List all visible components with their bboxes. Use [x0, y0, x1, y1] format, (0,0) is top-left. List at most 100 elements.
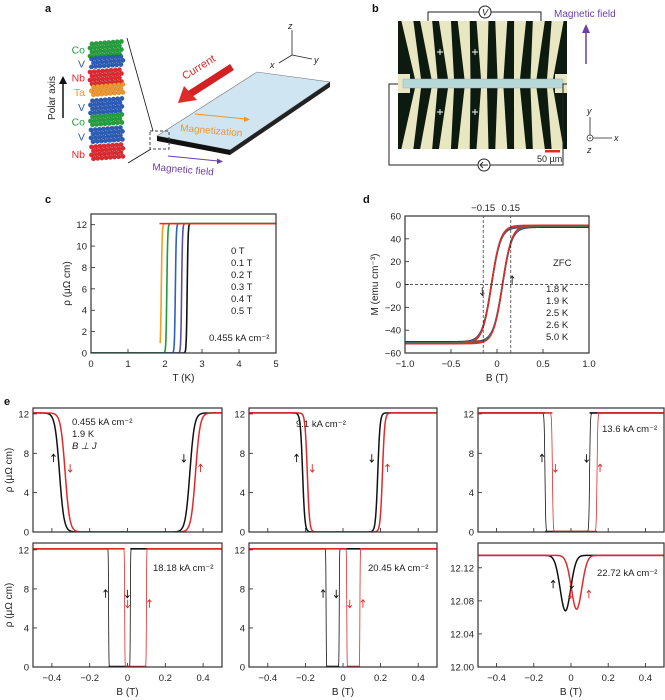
x-axis-label: B (T): [116, 687, 138, 698]
sample-bar: [402, 78, 564, 89]
y-axis-label: ρ (μΩ cm): [4, 448, 15, 492]
x-tick-label: 0: [88, 359, 93, 370]
axis-y-label: y: [313, 55, 319, 65]
electrode-lead: [514, 21, 527, 79]
magnetic-field-label: Magnetic field: [152, 162, 214, 178]
series-up-sweep: [249, 412, 437, 532]
sweep-arrow-icon: [51, 453, 56, 463]
y-tick-label: 0: [240, 663, 245, 674]
atom: [107, 154, 113, 160]
voltmeter-icon: [478, 5, 492, 19]
atom: [116, 75, 122, 81]
panel-annotation: 9.1 kA cm⁻²: [296, 419, 346, 430]
atom: [111, 137, 117, 143]
x-tick-label: −0.2: [80, 673, 99, 684]
atom: [93, 64, 99, 69]
x-axis-label: B (T): [486, 373, 508, 384]
layer-label-ta: Ta: [74, 87, 85, 99]
atom: [98, 121, 104, 127]
y-tick-label: 12: [18, 409, 29, 420]
y-tick-label: 4: [24, 488, 29, 499]
y-tick-label: 8: [24, 449, 29, 460]
sweep-arrow-icon: [347, 599, 353, 609]
alignment-mark: [437, 49, 443, 55]
zoom-line: [126, 37, 154, 132]
sweep-arrow-icon: [124, 589, 130, 599]
x-tick-label: −0.2: [524, 673, 543, 684]
electrode-lead: [420, 21, 438, 79]
electrode-lead: [438, 21, 454, 79]
x-tick-label: 0: [125, 673, 130, 684]
sweep-arrow-icon: [385, 463, 390, 473]
axis-z-label: z: [586, 145, 592, 155]
alignment-mark: [437, 109, 443, 115]
atom: [90, 122, 95, 128]
y-tick-label: 60: [390, 212, 401, 223]
sweep-arrow-icon: [294, 453, 299, 463]
sample-slab-side: [157, 136, 230, 155]
layer-label-v: V: [78, 102, 85, 114]
x-tick-label: 0.2: [374, 673, 387, 684]
electrode-lead: [476, 88, 489, 149]
atom: [119, 136, 125, 142]
magnetic-field-label: Magnetic field: [554, 9, 616, 20]
atom: [90, 139, 96, 145]
scale-bar: [545, 150, 560, 153]
atom: [117, 108, 123, 114]
current-wire: [388, 83, 567, 166]
y-tick-label: 0: [24, 528, 29, 539]
panel-label-b: b: [372, 3, 379, 15]
y-axis-label: M (emu cm⁻³): [370, 254, 381, 316]
x-tick-label: −0.2: [296, 673, 315, 684]
atom: [94, 122, 100, 127]
x-tick-label: 3: [199, 359, 204, 370]
coordinate-axes: [278, 30, 313, 64]
plot-frame: [404, 215, 590, 354]
plot-frame: [477, 542, 665, 668]
y-axis-label: ρ (μΩ cm): [62, 261, 73, 305]
electrode-lead: [457, 21, 471, 79]
x-tick-label: 5: [273, 359, 278, 370]
atom: [107, 137, 113, 143]
y-tick-label: 0: [240, 528, 245, 539]
panel-label-e: e: [4, 396, 10, 408]
sweep-arrow-icon: [550, 579, 556, 589]
atom: [117, 133, 123, 139]
y-tick-label: −40: [385, 326, 401, 337]
series-down-branch: [405, 224, 589, 345]
series-up-sweep: [33, 412, 222, 532]
axis-x-label: x: [269, 60, 275, 70]
atomic-layer-stack: Co V Nb Ta V Co V Nb: [72, 39, 126, 162]
marker-label: 0.15: [502, 203, 521, 214]
x-tick-label: −0.4: [258, 673, 277, 684]
layer-label-co: Co: [72, 117, 86, 129]
sweep-arrow-icon: [181, 454, 187, 463]
sample-slab-top: [156, 71, 331, 151]
panel-annotation: 13.6 kA cm⁻²: [602, 424, 657, 435]
atom: [110, 62, 115, 68]
legend-entry: 2.6 K: [546, 320, 569, 331]
sweep-arrow-icon: [125, 599, 131, 609]
panel-label-c: c: [45, 194, 51, 206]
y-tick-label: 12: [18, 545, 29, 556]
axis-z-label: z: [287, 21, 293, 31]
legend-entry: 0.4 T: [231, 294, 253, 305]
legend-title: ZFC: [553, 258, 572, 269]
y-tick-label: 4: [82, 306, 87, 317]
x-tick-label: 2: [162, 359, 167, 370]
electrode-lead: [476, 21, 489, 79]
panel-label-d: d: [363, 194, 370, 206]
electrode-lead: [547, 21, 564, 79]
x-tick-label: 0: [568, 673, 573, 684]
chart-e1: 0 4 8 12 ρ (μΩ cm) 0.455 kA cm⁻²1.9 KB ⊥ J: [4, 407, 223, 539]
current-density-annotation: 0.455 kA cm⁻²: [209, 333, 269, 344]
scale-bar-label: 50 µm: [537, 154, 562, 164]
electrode-lead: [420, 88, 438, 149]
sweep-arrow-icon: [67, 464, 73, 473]
sweep-down-arrow-icon: [479, 287, 485, 297]
x-tick-label: 0.4: [412, 673, 425, 684]
atom: [112, 90, 117, 96]
current-arrowhead: [178, 86, 197, 103]
atom: [103, 155, 109, 161]
